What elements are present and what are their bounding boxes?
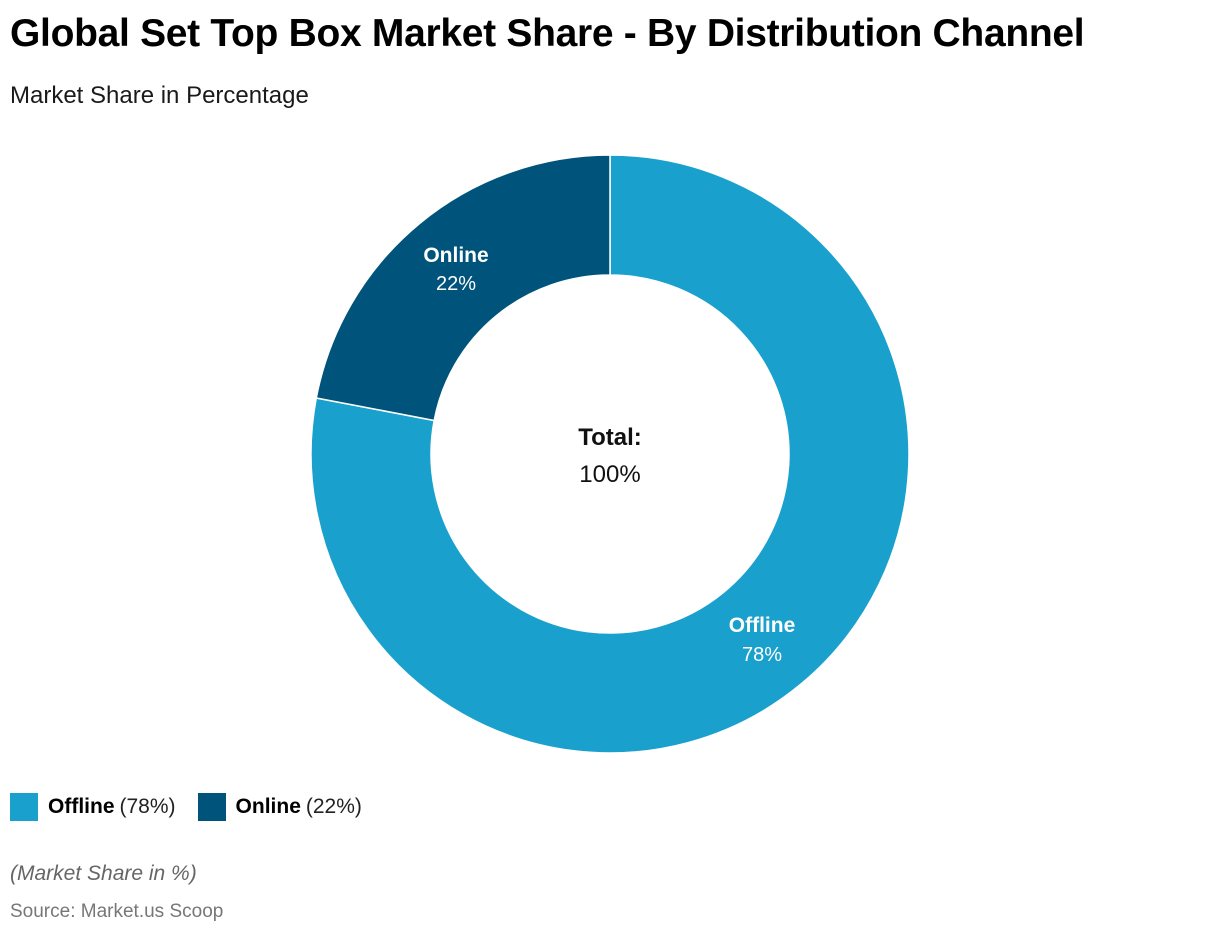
center-total-value: 100% [579, 461, 640, 488]
legend-swatch-offline [10, 793, 38, 821]
legend-value-offline: (78%) [119, 795, 176, 818]
chart-legend: Offline (78%) Online (22%) [10, 793, 384, 821]
slice-online[interactable] [315, 154, 611, 422]
slice-offline[interactable] [310, 154, 910, 754]
chart-note: (Market Share in %) [10, 862, 197, 885]
legend-value-online: (22%) [305, 795, 362, 818]
slice-label-online: Online [423, 244, 488, 267]
legend-item-online[interactable]: Online (22%) [197, 793, 362, 821]
legend-label-offline: Offline [48, 795, 115, 818]
slice-value-offline: 78% [742, 644, 782, 666]
chart-title: Global Set Top Box Market Share - By Dis… [10, 12, 1085, 55]
center-total-label: Total: [578, 424, 642, 451]
legend-swatch-online [197, 793, 226, 821]
slice-value-online: 22% [436, 273, 476, 295]
chart-source: Source: Market.us Scoop [10, 901, 224, 922]
legend-label-online: Online [235, 795, 301, 818]
donut-chart: Total: 100% Offline 78% Online 22% [310, 154, 910, 754]
chart-subtitle: Market Share in Percentage [10, 82, 309, 109]
legend-item-offline[interactable]: Offline (78%) [10, 793, 176, 821]
slice-label-offline: Offline [729, 614, 796, 637]
